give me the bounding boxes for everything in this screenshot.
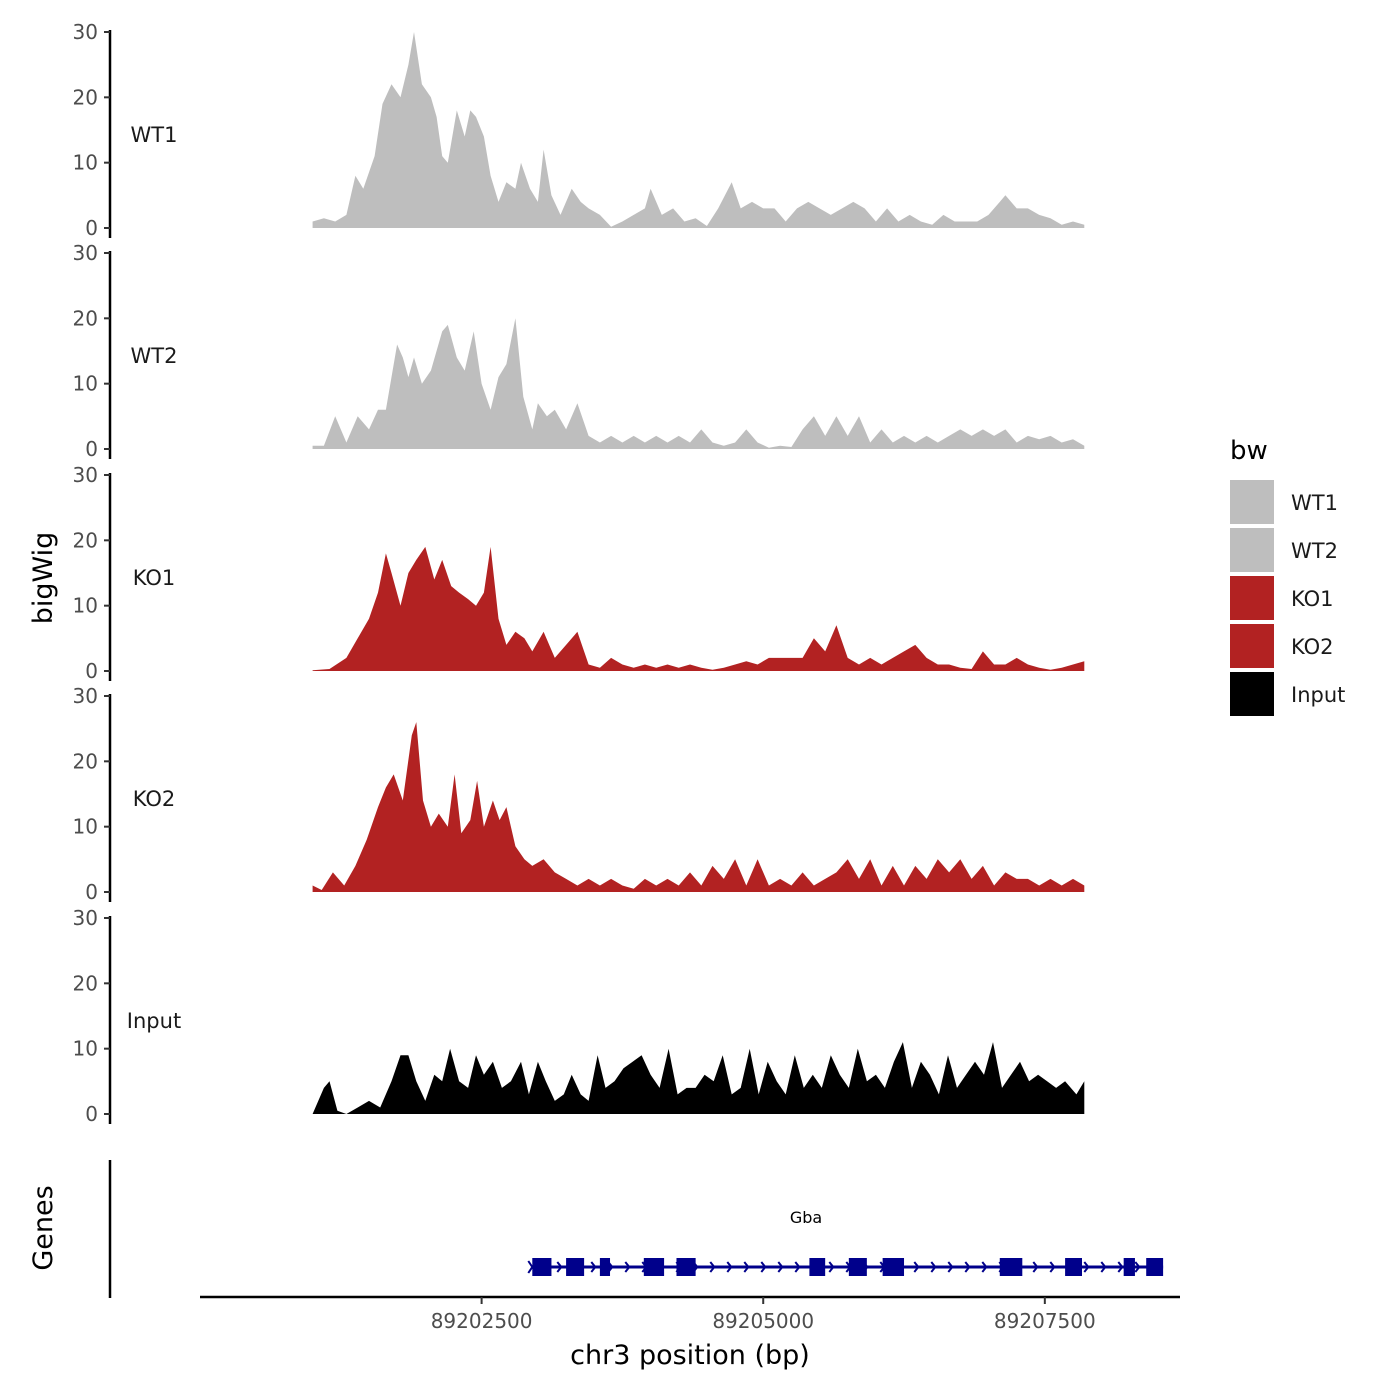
gene-exon bbox=[676, 1258, 696, 1276]
gene-exon bbox=[566, 1258, 585, 1276]
track-panel-ko2: 0 10 20 30 KO2 bbox=[73, 684, 1085, 904]
x-tick-label: 89205000 bbox=[712, 1309, 814, 1333]
strand-arrow bbox=[590, 1261, 597, 1273]
track-panel-ko1: 0 10 20 30 KO1 bbox=[73, 463, 1085, 683]
gene-panel: Gba bbox=[108, 1160, 1164, 1298]
y-tick-label: 0 bbox=[85, 1102, 98, 1126]
strand-arrow bbox=[794, 1261, 801, 1273]
x-tick-label: 89202500 bbox=[431, 1309, 533, 1333]
gene-exon bbox=[643, 1258, 665, 1276]
y-tick-label: 0 bbox=[85, 437, 98, 461]
track-label-ko2: KO2 bbox=[133, 787, 176, 811]
legend-label-ko2: KO2 bbox=[1291, 635, 1334, 659]
gene-exon bbox=[848, 1258, 867, 1276]
strand-arrow bbox=[1083, 1261, 1090, 1273]
track-label-wt1: WT1 bbox=[131, 123, 178, 147]
strand-arrow bbox=[726, 1261, 733, 1273]
strand-arrow bbox=[1117, 1261, 1124, 1273]
y-tick-label: 20 bbox=[73, 749, 98, 773]
gene-exon bbox=[532, 1258, 552, 1276]
gene-exon bbox=[1065, 1258, 1082, 1276]
strand-arrow bbox=[777, 1261, 784, 1273]
y-tick-label: 10 bbox=[73, 594, 98, 618]
strand-arrow bbox=[556, 1261, 563, 1273]
y-tick-label: 10 bbox=[73, 815, 98, 839]
legend-label-ko1: KO1 bbox=[1291, 587, 1334, 611]
signal-area-input bbox=[312, 1042, 1085, 1114]
legend-key-ko1 bbox=[1230, 576, 1274, 620]
strand-arrow bbox=[709, 1261, 716, 1273]
track-panel-wt2: 0 10 20 30 WT2 bbox=[73, 241, 1085, 461]
track-label-wt2: WT2 bbox=[131, 344, 178, 368]
track-panel-input: 0 10 20 30 Input bbox=[73, 906, 1085, 1126]
strand-arrow bbox=[760, 1261, 767, 1273]
strand-arrow bbox=[743, 1261, 750, 1273]
strand-arrow bbox=[1100, 1261, 1107, 1273]
y-axis-title: bigWig bbox=[28, 532, 59, 625]
y-tick-label: 30 bbox=[73, 684, 98, 708]
signal-area-wt1 bbox=[312, 32, 1085, 228]
y-tick-label: 20 bbox=[73, 528, 98, 552]
x-tick-label: 89207500 bbox=[994, 1309, 1096, 1333]
track-panels: 0 10 20 30 WT1 0 10 20 30 WT2 0 10 20 30 KO1 0 10 20 30 KO2… bbox=[73, 20, 1085, 1126]
legend-title: bw bbox=[1230, 436, 1268, 466]
y-tick-label: 20 bbox=[73, 85, 98, 109]
strand-arrow bbox=[1032, 1261, 1039, 1273]
y-tick-label: 20 bbox=[73, 306, 98, 330]
strand-arrow bbox=[828, 1261, 835, 1273]
strand-arrow bbox=[981, 1261, 988, 1273]
legend-label-wt2: WT2 bbox=[1291, 539, 1338, 563]
x-axis: 89202500 89205000 89207500 bbox=[200, 1295, 1180, 1333]
legend-label-input: Input bbox=[1291, 683, 1345, 707]
gene-exon bbox=[599, 1258, 611, 1276]
signal-area-ko2 bbox=[312, 722, 1085, 892]
track-label-input: Input bbox=[127, 1009, 181, 1033]
gene-label: Gba bbox=[790, 1208, 822, 1227]
y-tick-label: 30 bbox=[73, 463, 98, 487]
gene-exon bbox=[1123, 1258, 1135, 1276]
legend: bw WT1 WT2 KO1 KO2 Input bbox=[1230, 436, 1345, 716]
y-tick-label: 30 bbox=[73, 241, 98, 265]
strand-arrow bbox=[930, 1261, 937, 1273]
strand-arrow bbox=[1134, 1261, 1141, 1273]
legend-key-wt1 bbox=[1230, 480, 1274, 524]
y-tick-label: 30 bbox=[73, 20, 98, 44]
strand-arrow bbox=[964, 1261, 971, 1273]
x-axis-title: chr3 position (bp) bbox=[570, 1340, 810, 1371]
signal-area-wt2 bbox=[312, 318, 1085, 449]
y-tick-label: 10 bbox=[73, 372, 98, 396]
track-panel-wt1: 0 10 20 30 WT1 bbox=[73, 20, 1085, 240]
gene-exon bbox=[882, 1258, 905, 1276]
strand-arrow bbox=[1049, 1261, 1056, 1273]
y-tick-label: 0 bbox=[85, 216, 98, 240]
y-tick-label: 0 bbox=[85, 659, 98, 683]
legend-key-ko2 bbox=[1230, 624, 1274, 668]
y-tick-label: 10 bbox=[73, 151, 98, 175]
y-tick-label: 0 bbox=[85, 880, 98, 904]
y-tick-label: 10 bbox=[73, 1037, 98, 1061]
gene-exon bbox=[1146, 1258, 1164, 1276]
y-tick-label: 30 bbox=[73, 906, 98, 930]
strand-arrow bbox=[624, 1261, 631, 1273]
strand-arrow bbox=[913, 1261, 920, 1273]
legend-label-wt1: WT1 bbox=[1291, 491, 1338, 515]
gene-exon bbox=[999, 1258, 1023, 1276]
legend-key-wt2 bbox=[1230, 528, 1274, 572]
gene-exon bbox=[809, 1258, 826, 1276]
track-label-ko1: KO1 bbox=[133, 566, 176, 590]
strand-arrow bbox=[947, 1261, 954, 1273]
signal-area-ko1 bbox=[312, 546, 1085, 671]
y-tick-label: 20 bbox=[73, 971, 98, 995]
legend-key-input bbox=[1230, 672, 1274, 716]
genes-axis-title: Genes bbox=[28, 1185, 59, 1270]
